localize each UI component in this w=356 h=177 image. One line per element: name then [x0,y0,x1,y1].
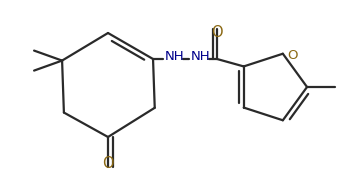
Text: O: O [102,156,114,171]
Text: NH: NH [165,50,185,64]
Text: O: O [287,49,297,62]
Text: NH: NH [191,50,211,64]
Text: O: O [211,25,223,40]
